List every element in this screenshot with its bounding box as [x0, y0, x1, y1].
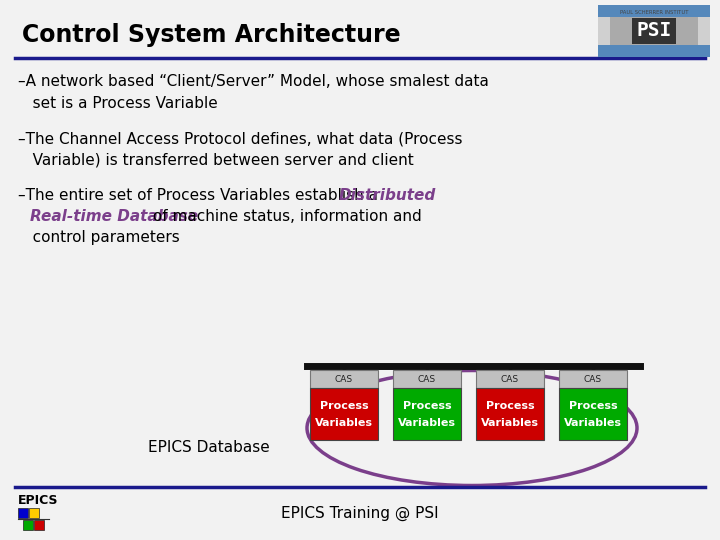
- Text: Variables: Variables: [315, 418, 373, 428]
- Text: set is a Process Variable: set is a Process Variable: [18, 96, 217, 111]
- Text: EPICS Database: EPICS Database: [148, 441, 270, 456]
- Text: of machine status, information and: of machine status, information and: [148, 209, 422, 224]
- Text: Process: Process: [569, 401, 617, 411]
- Text: Real-time Database: Real-time Database: [30, 209, 198, 224]
- Text: CAS: CAS: [335, 375, 353, 383]
- Text: Distributed: Distributed: [338, 188, 436, 203]
- Text: Variables: Variables: [564, 418, 622, 428]
- Text: Control System Architecture: Control System Architecture: [22, 23, 400, 47]
- Text: Process: Process: [486, 401, 534, 411]
- Text: CAS: CAS: [501, 375, 519, 383]
- Bar: [310, 370, 378, 388]
- Text: –The entire set of Process Variables establish a: –The entire set of Process Variables est…: [18, 188, 383, 203]
- Text: CAS: CAS: [584, 375, 602, 383]
- Text: CAS: CAS: [418, 375, 436, 383]
- Text: Variable) is transferred between server and client: Variable) is transferred between server …: [18, 152, 414, 167]
- Text: –A network based “Client/Server” Model, whose smalest data: –A network based “Client/Server” Model, …: [18, 75, 489, 90]
- Bar: [476, 370, 544, 388]
- Bar: [598, 5, 710, 17]
- Bar: [23, 520, 33, 530]
- Text: Variables: Variables: [398, 418, 456, 428]
- Bar: [476, 388, 544, 440]
- Text: Process: Process: [402, 401, 451, 411]
- Text: PSI: PSI: [636, 22, 672, 40]
- Text: control parameters: control parameters: [18, 230, 180, 245]
- Bar: [310, 388, 378, 440]
- Text: EPICS Training @ PSI: EPICS Training @ PSI: [282, 505, 438, 521]
- Bar: [598, 5, 710, 57]
- Bar: [18, 508, 28, 518]
- Text: Variables: Variables: [481, 418, 539, 428]
- Text: PAUL SCHERRER INSTITUT: PAUL SCHERRER INSTITUT: [620, 10, 688, 16]
- Text: –The Channel Access Protocol defines, what data (Process: –The Channel Access Protocol defines, wh…: [18, 131, 462, 146]
- Bar: [29, 508, 39, 518]
- Text: EPICS: EPICS: [18, 494, 58, 507]
- Bar: [610, 17, 698, 45]
- Bar: [559, 388, 627, 440]
- Bar: [559, 370, 627, 388]
- Bar: [598, 45, 710, 57]
- Bar: [34, 520, 44, 530]
- Bar: [393, 388, 461, 440]
- Text: Process: Process: [320, 401, 369, 411]
- Bar: [393, 370, 461, 388]
